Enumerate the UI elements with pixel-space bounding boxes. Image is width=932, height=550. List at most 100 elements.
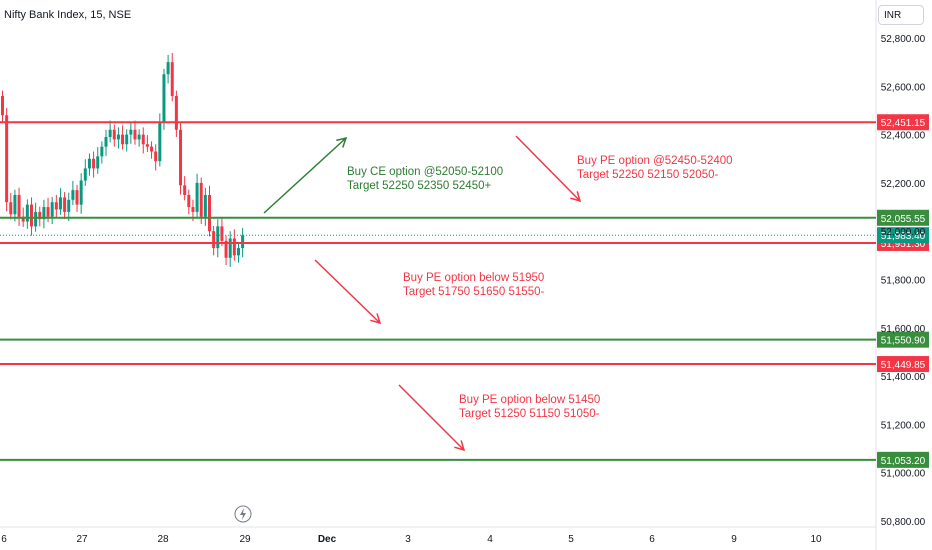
level-price-badge (877, 114, 929, 131)
y-tick-label: 50,800.00 (881, 517, 926, 528)
candle (232, 229, 236, 261)
candle (100, 141, 104, 164)
candle (87, 153, 91, 176)
candle (71, 180, 75, 206)
candle (220, 217, 224, 247)
level-price-badge (877, 451, 929, 468)
level-price-label: 51,550.90 (881, 336, 926, 347)
candle (42, 199, 46, 229)
candles-layer (1, 52, 245, 267)
level-price-badge (877, 356, 929, 373)
time-axis[interactable]: 6 27 28 29 Dec 3 4 5 6 9 10 (1, 534, 822, 545)
annotation-text: Buy CE option @52050-52100 (347, 166, 503, 178)
candle (79, 173, 83, 214)
candle (187, 189, 191, 215)
candle (141, 127, 145, 154)
candle (112, 124, 116, 147)
candle (212, 225, 216, 256)
candle (129, 122, 133, 144)
candle (133, 120, 137, 145)
candle (137, 129, 141, 147)
candle (75, 184, 79, 212)
symbol-title: Nifty Bank Index, 15, NSE (4, 9, 132, 21)
level-price-label: 51,449.85 (881, 360, 926, 371)
trend-arrow[interactable] (263, 136, 348, 214)
y-tick-label: 52,800.00 (881, 34, 926, 45)
candle (195, 173, 199, 218)
candle (150, 141, 154, 159)
x-tick-label: 29 (239, 534, 251, 545)
candle (203, 187, 207, 226)
levels-layer: 52,451.15 52,055.55 51,951.30 51,550.90 51,4… (0, 114, 929, 468)
candle (54, 194, 58, 219)
candle (92, 151, 96, 178)
candle (13, 189, 17, 222)
candle (216, 219, 220, 258)
y-tick-label: 51,000.00 (881, 469, 926, 480)
trend-arrow[interactable] (398, 384, 466, 452)
candle (208, 185, 211, 237)
candle (58, 188, 62, 215)
candle (5, 108, 9, 212)
y-tick-label: 52,200.00 (881, 179, 926, 190)
y-tick-label: 51,800.00 (881, 276, 926, 287)
candle (116, 127, 120, 149)
x-tick-label: Dec (318, 534, 337, 545)
price-axis[interactable]: 50,800.00 51,000.00 51,200.00 51,400.00 51,6… (881, 34, 926, 528)
lightning-icon[interactable] (234, 505, 252, 523)
level-price-badge (877, 209, 929, 226)
x-tick-label: 5 (568, 534, 574, 545)
level-price-label: 52,055.55 (881, 214, 926, 225)
y-tick-label: 52,000.00 (881, 227, 926, 238)
candle (1, 90, 4, 123)
level-price-label: 51,053.20 (881, 456, 926, 467)
candle (96, 147, 100, 174)
candle (125, 129, 129, 152)
candle (108, 120, 112, 143)
last-price-badge (877, 227, 929, 244)
x-tick-label: 3 (405, 534, 411, 545)
candle (183, 176, 187, 201)
x-tick-label: 10 (810, 534, 822, 545)
candle (228, 231, 232, 267)
annotation-text: Buy PE option @52450-52400 (577, 155, 733, 167)
candle (154, 144, 158, 171)
candle (179, 122, 183, 195)
candle (199, 177, 203, 224)
trend-arrow[interactable] (314, 259, 382, 325)
x-tick-label: 6 (649, 534, 655, 545)
trend-arrow[interactable] (515, 135, 582, 203)
candle (67, 192, 71, 222)
x-tick-label: 28 (157, 534, 169, 545)
annotation-text: Target 51750 51650 51550- (403, 286, 544, 298)
currency-selector[interactable]: INR (878, 5, 924, 25)
candle (25, 199, 29, 229)
candle (170, 52, 174, 102)
level-price-label: 52,451.15 (881, 118, 926, 129)
candle (29, 197, 33, 236)
y-tick-label: 51,600.00 (881, 324, 926, 335)
y-tick-label: 51,400.00 (881, 372, 926, 383)
annotation-text: Target 52250 52350 52450+ (347, 180, 491, 192)
level-price-label: 51,951.30 (881, 239, 926, 250)
candle (121, 125, 125, 150)
level-price-badge (877, 331, 929, 348)
candle (224, 235, 228, 266)
y-tick-label: 51,200.00 (881, 420, 926, 431)
annotations-layer: Buy CE option @52050-52100 Target 52250 5… (347, 155, 733, 420)
candle (236, 242, 240, 263)
candle (104, 129, 108, 156)
candle (174, 90, 178, 138)
candle (50, 196, 54, 224)
candle (38, 206, 42, 227)
candle (83, 159, 87, 186)
candle (9, 193, 13, 220)
x-tick-label: 27 (76, 534, 88, 545)
y-tick-label: 52,600.00 (881, 82, 926, 93)
candle (162, 68, 166, 130)
annotation-text: Buy PE option below 51950 (403, 272, 544, 284)
annotation-text: Buy PE option below 51450 (459, 394, 600, 406)
x-tick-label: 9 (731, 534, 737, 545)
candle (17, 187, 21, 226)
